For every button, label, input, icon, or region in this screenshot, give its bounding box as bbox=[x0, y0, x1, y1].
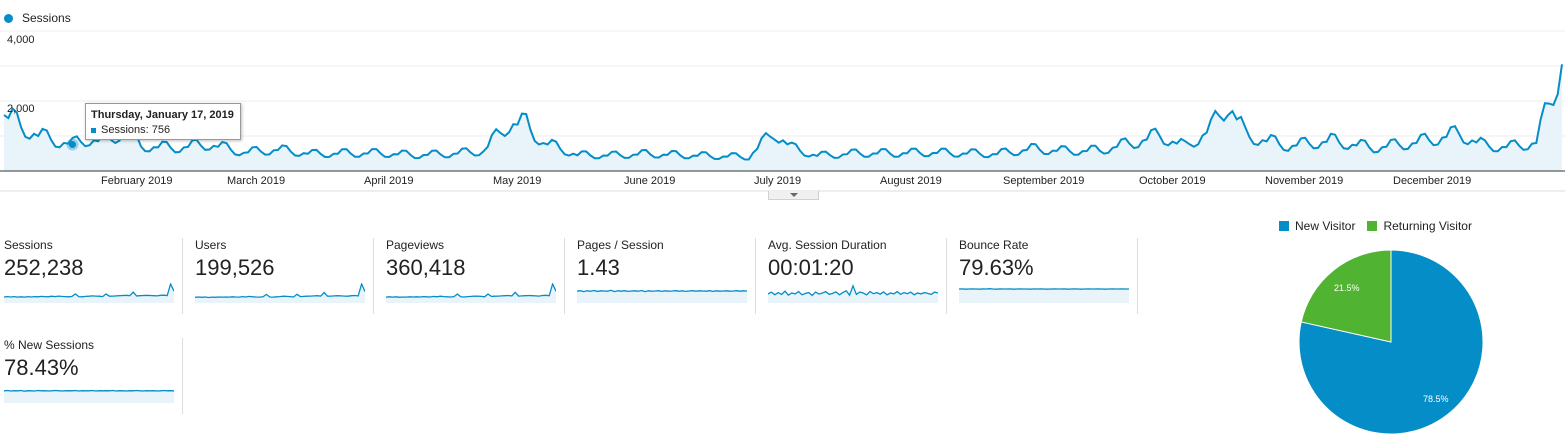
new-visitor-swatch-icon bbox=[1279, 221, 1289, 231]
metric-value: 252,238 bbox=[4, 255, 84, 280]
returning-visitor-swatch-icon bbox=[1367, 221, 1378, 231]
legend-item-label: Returning Visitor bbox=[1383, 219, 1472, 233]
metric-label: Users bbox=[195, 238, 227, 252]
sparkline-area bbox=[768, 285, 938, 303]
metric-sparkline bbox=[4, 283, 174, 303]
metric-label: % New Sessions bbox=[4, 338, 95, 352]
metric-value: 79.63% bbox=[959, 255, 1034, 280]
sparkline-line bbox=[195, 283, 365, 299]
x-axis-label: August 2019 bbox=[880, 175, 942, 187]
metric-value: 00:01:20 bbox=[768, 255, 854, 280]
sparkline-line bbox=[4, 283, 174, 298]
sparkline-line bbox=[577, 289, 747, 293]
metric-new-sessions[interactable]: % New Sessions 78.43% bbox=[4, 338, 183, 414]
metric-pages-per-session[interactable]: Pages / Session 1.43 bbox=[577, 238, 756, 314]
pie-label-new-visitor: 78.5% bbox=[1423, 394, 1449, 404]
sparkline-area bbox=[4, 390, 174, 403]
x-axis-label: March 2019 bbox=[227, 175, 286, 187]
legend-item-new-visitor[interactable]: New Visitor bbox=[1279, 219, 1355, 233]
tooltip-date: Thursday, January 17, 2019 bbox=[91, 109, 234, 121]
x-axis-label: December 2019 bbox=[1393, 175, 1472, 187]
sparkline-area bbox=[4, 284, 174, 303]
metric-sessions[interactable]: Sessions 252,238 bbox=[4, 238, 183, 314]
metric-sparkline bbox=[959, 288, 1129, 303]
sparkline-line bbox=[4, 389, 174, 392]
sessions-line-chart[interactable] bbox=[0, 0, 1565, 200]
pie-label-returning-visitor: 21.5% bbox=[1334, 283, 1360, 293]
legend-item-label: New Visitor bbox=[1295, 219, 1356, 233]
metric-sparkline bbox=[195, 283, 365, 303]
chart-legend[interactable]: Sessions bbox=[4, 11, 71, 25]
chart-collapse-handle[interactable] bbox=[768, 191, 819, 200]
hover-point bbox=[68, 141, 76, 149]
metric-users[interactable]: Users 199,526 bbox=[195, 238, 374, 314]
sparkline-area bbox=[195, 284, 365, 303]
metric-value: 360,418 bbox=[386, 255, 466, 280]
x-axis-label: June 2019 bbox=[624, 175, 676, 187]
x-axis-label: February 2019 bbox=[101, 175, 173, 187]
metric-label: Pages / Session bbox=[577, 238, 664, 252]
y-axis-label-4000: 4,000 bbox=[7, 34, 35, 46]
metric-sparkline bbox=[4, 389, 174, 403]
metric-sparkline bbox=[577, 289, 747, 303]
sparkline-line bbox=[386, 283, 556, 298]
legend-label: Sessions bbox=[22, 11, 71, 25]
y-axis-label-2000: 2,000 bbox=[7, 103, 35, 115]
metric-label: Bounce Rate bbox=[959, 238, 1029, 252]
metric-label: Avg. Session Duration bbox=[768, 238, 887, 252]
chart-tooltip: Thursday, January 17, 2019 Sessions: 756 bbox=[85, 103, 241, 140]
x-axis-label: May 2019 bbox=[493, 175, 542, 187]
metric-pageviews[interactable]: Pageviews 360,418 bbox=[386, 238, 565, 314]
sessions-line bbox=[3, 64, 1563, 161]
metric-value: 1.43 bbox=[577, 255, 620, 280]
x-axis-label: July 2019 bbox=[754, 175, 802, 187]
pie-legend: New Visitor Returning Visitor bbox=[1279, 219, 1484, 233]
sparkline-area bbox=[959, 288, 1129, 303]
sparkline-line bbox=[768, 283, 938, 297]
sessions-area bbox=[4, 64, 1562, 171]
x-axis-label: October 2019 bbox=[1139, 175, 1206, 187]
sparkline-line bbox=[959, 288, 1129, 290]
tooltip-value-row: Sessions: 756 bbox=[91, 124, 170, 136]
metric-sparkline bbox=[768, 283, 938, 303]
metric-label: Pageviews bbox=[386, 238, 445, 252]
x-axis-label: September 2019 bbox=[1003, 175, 1085, 187]
metric-value: 78.43% bbox=[4, 355, 79, 380]
x-axis-label: November 2019 bbox=[1265, 175, 1344, 187]
metric-sparkline bbox=[386, 283, 556, 303]
visitor-pie-chart[interactable] bbox=[1295, 246, 1487, 438]
legend-item-returning-visitor[interactable]: Returning Visitor bbox=[1367, 219, 1472, 233]
metric-value: 199,526 bbox=[195, 255, 275, 280]
sessions-legend-dot-icon bbox=[4, 13, 13, 23]
x-axis-label: April 2019 bbox=[364, 175, 414, 187]
series-square-icon bbox=[91, 127, 96, 133]
sparkline-area bbox=[386, 284, 556, 303]
metric-bounce-rate[interactable]: Bounce Rate 79.63% bbox=[959, 238, 1138, 314]
sparkline-area bbox=[577, 290, 747, 303]
pie-slice-returning-visitor bbox=[1300, 249, 1392, 343]
metric-avg-session-duration[interactable]: Avg. Session Duration 00:01:20 bbox=[768, 238, 947, 314]
tooltip-value: Sessions: 756 bbox=[101, 124, 171, 136]
metric-label: Sessions bbox=[4, 238, 53, 252]
